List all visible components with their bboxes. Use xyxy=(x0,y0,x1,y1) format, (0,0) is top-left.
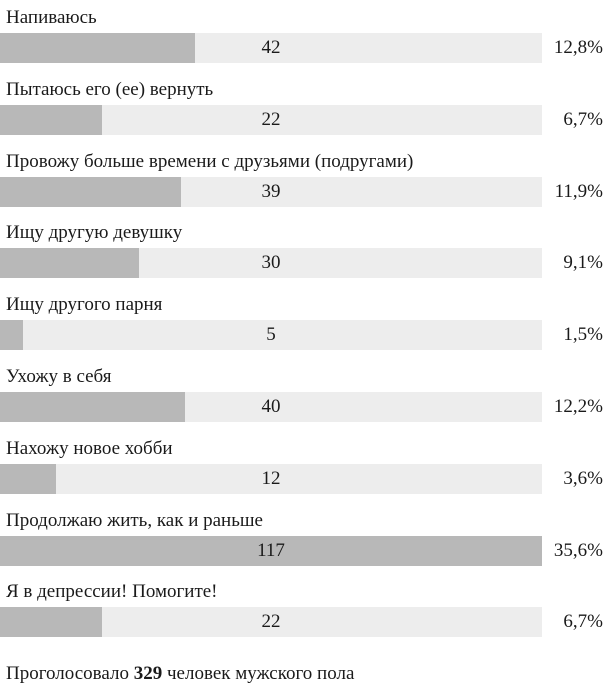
option-label: Пытаюсь его (ее) вернуть xyxy=(6,79,214,100)
footer-total: 329 xyxy=(133,663,163,684)
option-label: Провожу больше времени с друзьями (подру… xyxy=(6,151,414,172)
bar-fill xyxy=(0,536,542,566)
bar-track xyxy=(0,392,542,422)
footer-suffix: человек мужского пола xyxy=(162,663,355,684)
option-label: Ищу другого парня xyxy=(6,294,163,315)
bar-fill xyxy=(0,464,56,494)
bar-count: 42 xyxy=(261,37,281,58)
bar-fill xyxy=(0,320,23,350)
bar-percent: 6,7% xyxy=(563,109,603,130)
bar-count: 39 xyxy=(261,181,281,202)
bar-percent: 35,6% xyxy=(553,540,603,561)
option-label: Ищу другую девушку xyxy=(6,222,183,243)
bar-track xyxy=(0,177,542,207)
bar-count: 40 xyxy=(261,396,281,417)
option-label: Нахожу новое хобби xyxy=(6,438,173,459)
bar-count: 22 xyxy=(261,611,281,632)
bar-fill xyxy=(0,33,195,63)
bar-fill xyxy=(0,105,102,135)
bar-track xyxy=(0,33,542,63)
bar-percent: 12,8% xyxy=(553,37,603,58)
bar-count: 30 xyxy=(261,252,281,273)
bar-track xyxy=(0,464,542,494)
option-label: Ухожу в себя xyxy=(6,366,112,387)
footer-prefix: Проголосовало xyxy=(6,663,134,684)
bar-fill xyxy=(0,392,185,422)
bar-fill xyxy=(0,248,139,278)
option-label: Продолжаю жить, как и раньше xyxy=(6,510,263,531)
bar-percent: 9,1% xyxy=(563,252,603,273)
bar-track xyxy=(0,105,542,135)
bar-fill xyxy=(0,177,181,207)
bar-track xyxy=(0,607,542,637)
bar-count: 5 xyxy=(266,324,276,345)
option-label: Напиваюсь xyxy=(6,7,97,28)
bar-percent: 12,2% xyxy=(553,396,603,417)
bar-percent: 11,9% xyxy=(554,181,603,202)
bar-count: 22 xyxy=(261,109,281,130)
bar-percent: 3,6% xyxy=(563,468,603,489)
option-label: Я в депрессии! Помогите! xyxy=(6,581,218,602)
bar-fill xyxy=(0,607,102,637)
bar-percent: 1,5% xyxy=(563,324,603,345)
bar-track xyxy=(0,248,542,278)
bar-track xyxy=(0,536,542,566)
bar-track xyxy=(0,320,542,350)
bar-percent: 6,7% xyxy=(563,611,603,632)
bar-count: 12 xyxy=(261,468,281,489)
bar-count: 117 xyxy=(257,540,285,561)
poll-footer: Проголосовало 329 человек мужского пола xyxy=(6,663,354,685)
